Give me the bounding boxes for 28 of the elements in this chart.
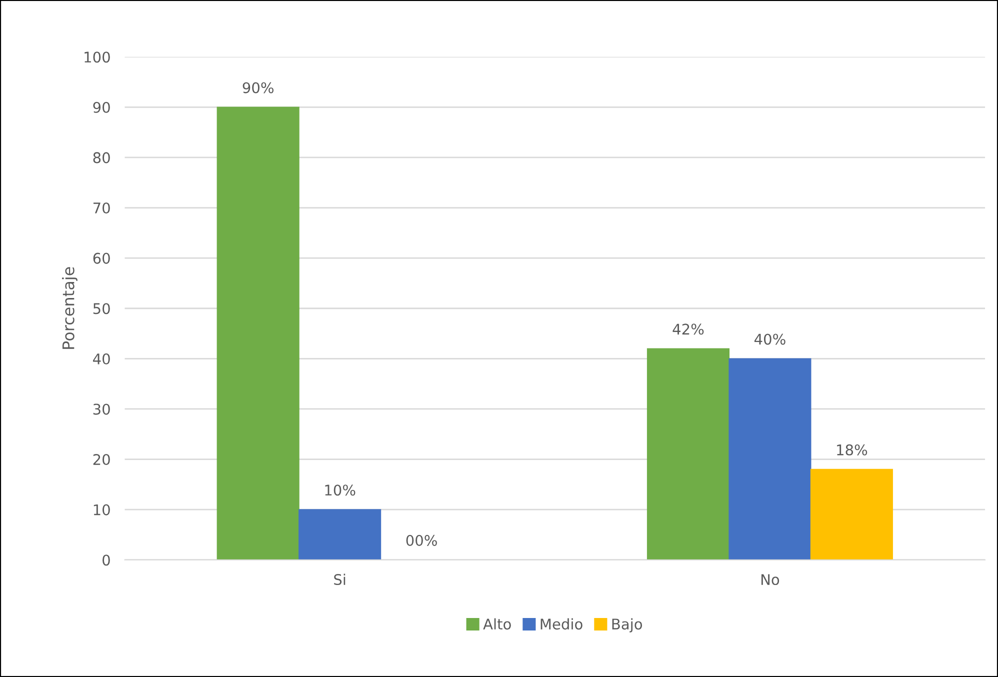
data-label: 00% <box>406 534 437 546</box>
data-label: 18% <box>837 444 868 456</box>
y-tick-label: 10 <box>94 504 110 516</box>
bar <box>728 358 812 560</box>
x-tick-label: No <box>761 574 780 586</box>
y-tick-label: 60 <box>93 252 110 264</box>
legend-label: Alto <box>483 618 511 630</box>
legend-label: Bajo <box>612 618 642 632</box>
y-tick-label: 70 <box>94 202 110 214</box>
y-tick-label: 30 <box>93 404 110 415</box>
x-tick-label: Si <box>334 574 346 586</box>
y-tick-label: 100 <box>84 52 110 63</box>
legend-label: Medio <box>540 618 582 630</box>
bar <box>298 509 382 560</box>
bar <box>216 106 300 560</box>
y-tick-label: 50 <box>93 303 110 314</box>
y-axis-title: Porcentaje <box>62 267 78 349</box>
y-tick-label: 20 <box>93 454 110 466</box>
y-tick-label: 0 <box>102 554 110 566</box>
data-label: 42% <box>672 324 704 335</box>
y-tick-label: 80 <box>93 152 110 164</box>
bar <box>646 348 730 560</box>
data-label: 10% <box>325 484 356 496</box>
bar <box>810 468 893 560</box>
data-label: 90% <box>242 82 274 94</box>
y-tick-label: 90 <box>93 102 110 113</box>
y-tick-label: 40 <box>93 353 110 364</box>
data-label: 40% <box>754 334 786 345</box>
